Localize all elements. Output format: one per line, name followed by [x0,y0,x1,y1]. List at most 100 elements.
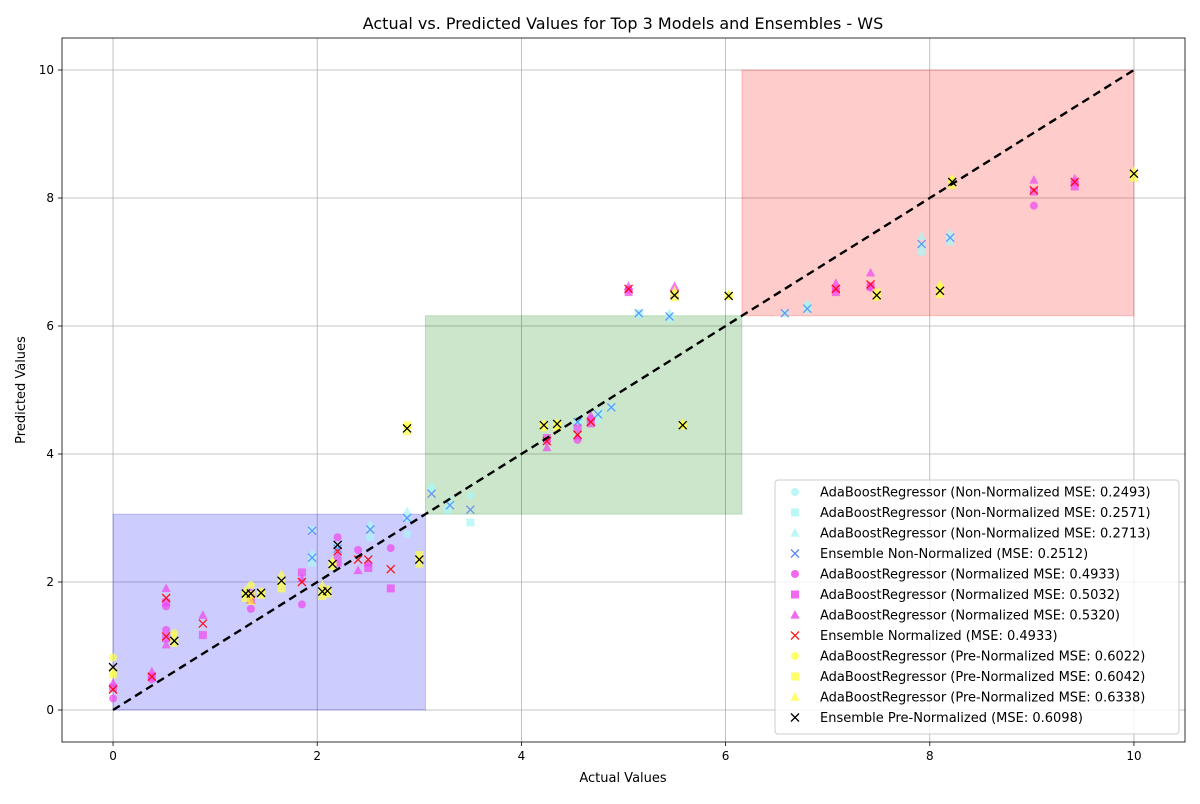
y-tick-label: 4 [46,447,54,461]
data-point [917,231,927,240]
legend-marker [791,672,799,681]
data-point [596,405,606,415]
x-axis-ticks: 0 2 4 6 8 10 [109,742,1142,763]
data-point [333,546,343,556]
data-point [317,580,327,589]
series-11-points [108,166,1139,679]
legend-label: Ensemble Normalized (MSE: 0.4933) [820,629,1058,644]
data-point [539,418,549,427]
data-point [147,666,157,676]
legend-label: AdaBoostRegressor (Non-Normalized MSE: 0… [820,486,1151,501]
data-point [333,533,342,542]
data-point [872,290,882,300]
legend-marker [790,631,800,640]
data-point [246,596,256,605]
legend-marker [791,488,799,496]
data-point [246,590,255,599]
data-point [109,653,118,662]
data-point [353,565,363,575]
data-point [593,409,603,419]
chart-title: Actual vs. Predicted Values for Top 3 Mo… [363,14,884,33]
data-point [866,282,875,291]
x-tick-label: 6 [722,749,730,763]
plot-frame [61,37,1186,743]
legend-label: AdaBoostRegressor (Pre-Normalized MSE: 0… [820,650,1145,665]
data-point [307,553,317,563]
x-tick-label: 10 [1126,749,1141,763]
data-point [946,237,955,246]
data-point [624,288,633,297]
data-point [1129,166,1139,175]
data-point [466,518,475,527]
legend-marker [790,713,800,722]
data-point [308,525,317,534]
y-tick-label: 10 [39,63,54,77]
data-point [426,481,437,490]
data-point [277,584,286,593]
data-point [831,278,841,287]
data-point [198,631,207,640]
data-point [363,555,373,565]
data-point [256,588,266,598]
data-point [935,290,944,298]
x-axis-label: Actual Values [579,771,667,786]
data-point [108,685,118,694]
data-point [415,551,424,560]
data-point [917,248,926,257]
data-point [780,308,790,318]
data-point [147,672,157,682]
data-point [466,491,475,500]
legend-label: AdaBoostRegressor (Pre-Normalized MSE: 0… [820,670,1145,685]
data-point [866,279,876,289]
data-point [333,550,343,559]
data-point [318,592,327,601]
legend-label: AdaBoostRegressor (Non-Normalized MSE: 0… [820,527,1151,542]
legend-label: AdaBoostRegressor (Normalized MSE: 0.532… [820,609,1120,624]
data-point [297,577,307,587]
data-point [935,279,945,288]
x-tick-label: 8 [926,749,934,763]
x-tick-label: 0 [109,749,117,763]
data-point [945,233,955,243]
perfect-prediction-line [112,68,1135,712]
data-point [678,420,688,430]
legend-marker [791,652,799,660]
legend-label: Ensemble Non-Normalized (MSE: 0.2512) [820,547,1088,562]
grid-lines [62,38,1185,742]
data-point [108,678,118,687]
data-point [670,290,680,300]
data-point [161,593,171,603]
data-point [724,289,734,298]
data-point [108,669,118,679]
legend-label: AdaBoostRegressor (Normalized MSE: 0.493… [820,568,1120,583]
data-point [354,546,363,554]
data-point [802,298,812,308]
data-point [1129,173,1138,182]
data-point [665,314,674,323]
data-point [162,626,171,634]
legend-marker [791,570,799,578]
data-point [1029,185,1039,195]
legend-label: AdaBoostRegressor (Non-Normalized MSE: 0… [820,506,1151,521]
data-point [276,569,287,578]
data-point [539,423,548,432]
data-point [624,284,634,294]
data-point [365,519,375,528]
data-point [403,421,412,430]
data-point [170,638,179,647]
data-point [1070,177,1080,187]
data-point [865,267,876,277]
y-tick-label: 2 [46,575,54,589]
data-point [1029,175,1039,184]
data-point [724,291,734,301]
data-point [445,500,455,510]
data-point [634,310,643,319]
data-point [1070,182,1079,191]
data-point [586,419,595,428]
data-point [403,530,412,538]
data-point [634,308,644,318]
data-point [402,513,412,523]
data-point [593,414,602,423]
data-point [402,506,412,516]
